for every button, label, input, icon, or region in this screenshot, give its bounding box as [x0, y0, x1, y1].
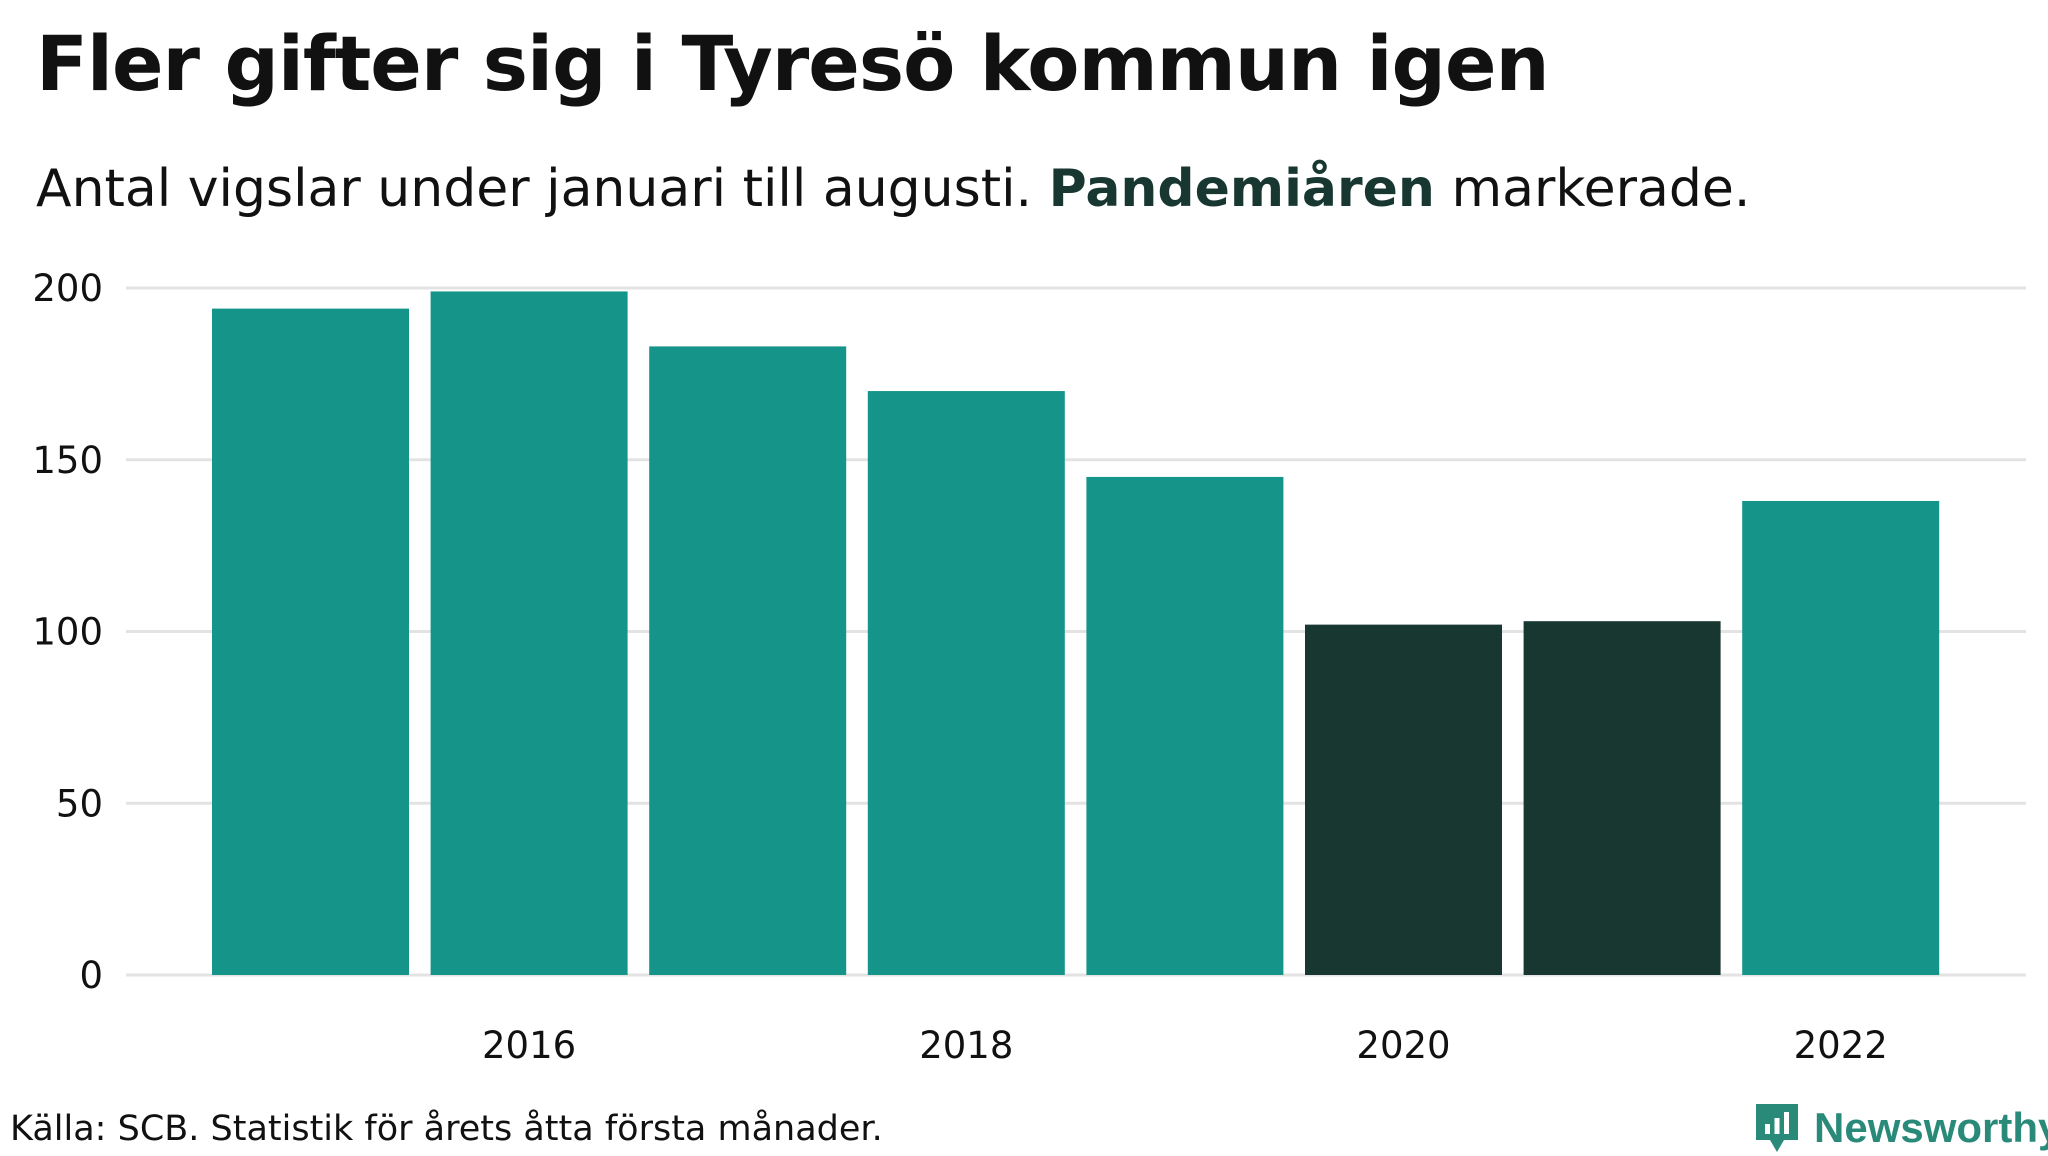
- x-axis-ticks: 2016 2018 2020 2022: [482, 1024, 1888, 1067]
- bar-2015: [212, 308, 409, 975]
- chart-subtitle: Antal vigslar under januari till augusti…: [36, 158, 1750, 220]
- x-tick-label-2020: 2020: [1356, 1024, 1450, 1067]
- gridlines: [126, 286, 2026, 977]
- source-note: Källa: SCB. Statistik för årets åtta för…: [10, 1109, 883, 1149]
- subtitle-end: markerade.: [1434, 159, 1751, 219]
- y-tick-label-200: 200: [32, 267, 103, 310]
- y-tick-label-50: 50: [56, 782, 103, 825]
- x-tick-label-2022: 2022: [1794, 1024, 1888, 1067]
- bar-2019: [1086, 476, 1284, 975]
- bar-2017: [649, 346, 847, 975]
- chart-title: Fler gifter sig i Tyresö kommun igen: [36, 19, 1550, 108]
- newsworthy-logo-text: Newsworthy: [1814, 1104, 2048, 1151]
- y-axis-ticks: 0 50 100 150 200: [32, 267, 103, 997]
- y-tick-label-150: 150: [32, 439, 103, 482]
- bar-2020: [1305, 624, 1502, 975]
- y-tick-label-100: 100: [32, 611, 103, 654]
- newsworthy-logo-icon: [1756, 1104, 1798, 1152]
- bar-2016: [430, 291, 628, 975]
- x-tick-label-2018: 2018: [919, 1024, 1013, 1067]
- bar-chart: 0 50 100 150 200 2016 2018 2020 2022: [32, 267, 2026, 1067]
- subtitle-highlight: Pandemiåren: [1048, 159, 1435, 219]
- x-tick-label-2016: 2016: [482, 1024, 576, 1067]
- bar-2021: [1523, 621, 1721, 975]
- subtitle-text: Antal vigslar under januari till augusti…: [36, 159, 1049, 219]
- y-tick-label-0: 0: [79, 954, 103, 997]
- newsworthy-logo[interactable]: Newsworthy: [1752, 1100, 2048, 1156]
- bar-2022: [1742, 500, 1940, 975]
- bars: [212, 291, 1940, 975]
- bar-2018: [867, 391, 1065, 975]
